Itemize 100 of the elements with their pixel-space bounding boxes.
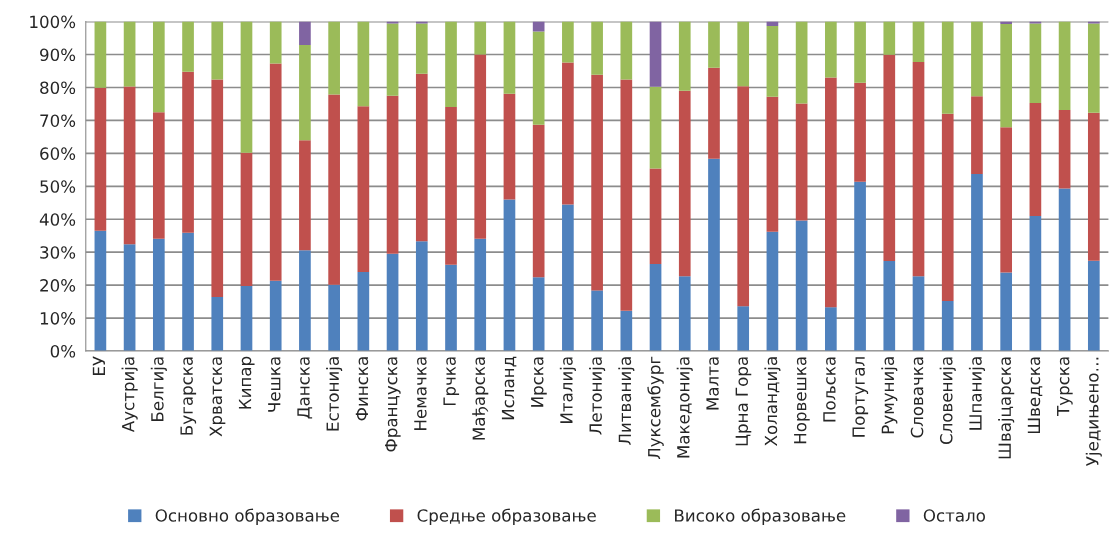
legend-label: Основно образовање — [155, 508, 340, 525]
y-tick-label: 30% — [40, 246, 76, 259]
bar — [883, 261, 896, 351]
x-tick-label: Ирска — [531, 357, 547, 407]
bar — [123, 86, 136, 245]
x-tick-label: Литванија — [618, 357, 635, 445]
bar — [94, 87, 107, 231]
bar — [795, 103, 808, 221]
bar — [971, 96, 983, 175]
bar — [415, 23, 428, 74]
x-tick-label: Француска — [385, 357, 401, 452]
x-tick-label: Македонија — [676, 357, 693, 458]
bar — [971, 21, 983, 97]
bar — [737, 306, 750, 351]
bar — [1087, 23, 1100, 113]
bar — [562, 204, 574, 351]
x-tick-label: Финска — [355, 357, 369, 421]
bar — [825, 307, 837, 351]
bar — [795, 220, 808, 351]
bar — [678, 276, 691, 351]
bar — [649, 168, 662, 265]
x-tick-label: Немачка — [414, 357, 427, 430]
legend-label: Остало — [923, 509, 985, 522]
bar — [825, 21, 837, 78]
x-tick-label: Кипар — [238, 356, 255, 409]
x-tick-label: Малта — [706, 357, 719, 410]
bar — [299, 44, 311, 141]
bar — [737, 21, 750, 87]
bar — [737, 86, 750, 307]
bar — [1029, 23, 1042, 103]
bar — [182, 21, 194, 72]
x-tick-label: Италија — [559, 357, 576, 423]
x-tick-label: Пољска — [823, 357, 836, 422]
y-tick-label: 60% — [40, 147, 76, 160]
bar — [766, 25, 779, 97]
bar — [854, 181, 866, 351]
y-tick-label: 70% — [40, 114, 76, 127]
x-tick-label: Црна Гора — [735, 357, 752, 446]
bar — [445, 21, 457, 107]
x-tick-label: Шведска — [1027, 357, 1043, 434]
bar — [941, 21, 954, 114]
bar — [532, 21, 545, 32]
bar — [503, 21, 516, 94]
bar — [211, 79, 224, 297]
bar — [766, 231, 779, 351]
bar — [474, 21, 487, 55]
x-tick-label: Исланд — [501, 356, 517, 420]
bar — [1029, 215, 1042, 351]
x-tick-label: Турска — [1057, 357, 1073, 416]
x-tick-label: Грчка — [443, 357, 460, 406]
bar — [591, 21, 603, 75]
x-tick-label: Мађарска — [472, 357, 489, 440]
bar — [357, 271, 370, 351]
bar — [854, 82, 866, 182]
bar — [620, 21, 633, 80]
x-tick-label: Шпанија — [968, 357, 986, 430]
bar — [94, 230, 107, 351]
x-tick-label: Норвешка — [794, 357, 810, 444]
x-tick-label: Данска — [297, 357, 313, 419]
y-tick-label: 80% — [40, 81, 76, 95]
x-tick-label: Словенија — [939, 357, 956, 445]
bar — [211, 21, 224, 80]
bar — [883, 54, 896, 262]
legend-label: Средње образовање — [417, 508, 596, 525]
x-tick-label: Естонија — [326, 357, 343, 431]
bar — [1000, 272, 1013, 351]
bar — [182, 71, 194, 233]
bar — [328, 21, 340, 95]
bar — [620, 79, 633, 311]
bar — [1058, 21, 1071, 110]
bar — [211, 296, 224, 351]
bar — [152, 21, 165, 113]
bar — [591, 74, 603, 291]
bar — [240, 21, 253, 153]
bar — [912, 62, 925, 277]
x-tick-label: Хрватска — [209, 357, 226, 437]
bar — [386, 95, 399, 254]
x-tick-label: Холандија — [764, 357, 781, 446]
bar — [445, 264, 457, 351]
bar — [795, 21, 808, 104]
bar — [94, 21, 107, 88]
bar — [357, 21, 370, 107]
bar — [123, 21, 136, 87]
y-tick-label: 100% — [30, 15, 76, 29]
bar — [620, 310, 633, 351]
bar — [941, 113, 954, 301]
bar — [825, 77, 837, 308]
y-tick-label: 40% — [39, 213, 76, 226]
bar — [649, 21, 662, 87]
y-tick-label: 90% — [40, 48, 76, 62]
bar — [1087, 260, 1100, 351]
x-tick-label: Бугарска — [180, 357, 197, 435]
bar — [1058, 109, 1071, 189]
bar — [1087, 112, 1100, 261]
y-tick-label: 10% — [40, 312, 76, 325]
y-tick-label: 0% — [50, 344, 76, 358]
bar — [386, 253, 399, 351]
bar — [562, 21, 574, 63]
bar — [971, 174, 983, 351]
bar — [532, 277, 545, 351]
